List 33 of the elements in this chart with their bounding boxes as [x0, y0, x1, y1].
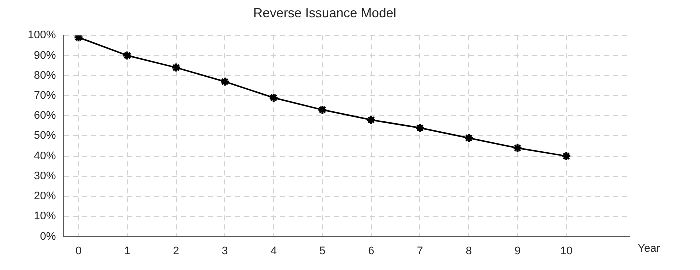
y-tick-label: 20% — [34, 190, 56, 203]
x-tick-label: 7 — [417, 245, 424, 258]
y-tick-label: 50% — [34, 130, 56, 142]
y-tick-label: 70% — [34, 90, 56, 102]
chart-title: Reverse Issuance Model — [253, 5, 397, 20]
y-tick-label: 100% — [28, 30, 56, 42]
x-axis-title: Year — [638, 242, 661, 255]
point — [512, 143, 523, 154]
y-tick-label: 0% — [40, 230, 56, 243]
x-tick-label: 2 — [173, 245, 180, 258]
y-tick-label: 80% — [34, 70, 56, 82]
point — [122, 50, 133, 61]
point — [171, 62, 182, 73]
point — [318, 105, 328, 116]
point — [220, 76, 230, 87]
point — [268, 92, 279, 103]
x-tick-label: 3 — [222, 245, 228, 258]
y-tick-label: 40% — [34, 150, 56, 162]
x-tick-label: 5 — [320, 245, 326, 258]
point — [366, 115, 376, 126]
x-tick-label: 10 — [560, 245, 573, 258]
x-tick-label: 6 — [368, 245, 375, 258]
y-tick-label: 90% — [34, 50, 56, 62]
point — [415, 123, 426, 134]
x-tick-label: 4 — [270, 245, 277, 258]
point — [464, 133, 474, 144]
x-tick-label: 9 — [514, 245, 521, 258]
x-tick-label: 1 — [124, 245, 131, 258]
y-tick-label: 60% — [34, 110, 56, 122]
y-tick-label: 10% — [34, 210, 56, 223]
x-tick-label: 0 — [76, 245, 82, 258]
y-tick-label: 30% — [34, 170, 56, 182]
x-tick-label: 8 — [466, 245, 472, 258]
